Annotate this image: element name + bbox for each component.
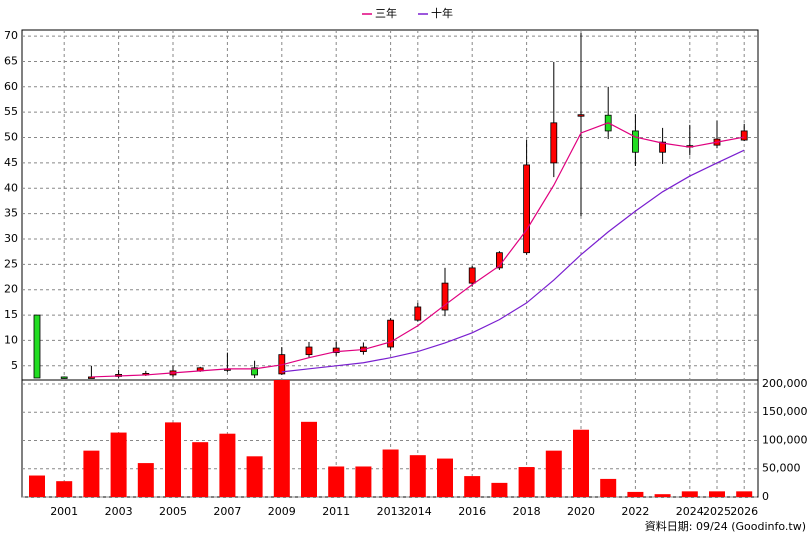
- volume-bar: [382, 449, 399, 497]
- x-tick-label: 2005: [159, 505, 187, 518]
- y-tick-label: 25: [4, 257, 18, 270]
- y-tick-label: 30: [4, 232, 18, 245]
- volume-bar: [137, 463, 154, 497]
- volume-bar: [627, 491, 644, 497]
- average-line: [91, 122, 745, 378]
- x-tick-label: 2001: [50, 505, 78, 518]
- plot-frame: [21, 29, 759, 498]
- candle-body: [495, 252, 503, 269]
- y-tick-label: 15: [4, 308, 18, 321]
- volume-bar: [246, 456, 263, 497]
- candle-body: [414, 306, 422, 321]
- volume-bar: [192, 442, 209, 497]
- volume-bar: [681, 491, 698, 497]
- y-tick-label: 35: [4, 207, 18, 220]
- candle-body: [550, 122, 558, 164]
- candle-body: [251, 367, 259, 376]
- volume-bar: [219, 433, 236, 497]
- volume-bar: [355, 466, 372, 497]
- x-tick-label: 2007: [213, 505, 241, 518]
- y2-tick-label: 150,000: [762, 405, 808, 418]
- x-tick-label: 2025: [703, 505, 731, 518]
- y-tick-label: 45: [4, 156, 18, 169]
- x-tick-label: 2009: [268, 505, 296, 518]
- y-tick-label: 5: [11, 359, 18, 372]
- y2-tick-label: 0: [762, 490, 769, 503]
- y2-tick-label: 200,000: [762, 377, 808, 390]
- y-tick-label: 20: [4, 283, 18, 296]
- legend-label: 十年: [431, 6, 453, 20]
- y-tick-label: 55: [4, 105, 18, 118]
- y-tick-label: 50: [4, 131, 18, 144]
- volume-bar: [491, 482, 508, 497]
- volume-bar: [518, 467, 535, 497]
- x-tick-label: 2014: [404, 505, 432, 518]
- candle-body: [632, 130, 639, 153]
- candle-body: [468, 267, 476, 284]
- x-tick-label: 2022: [621, 505, 649, 518]
- volume-bar: [573, 429, 589, 497]
- volume-bar: [600, 478, 617, 497]
- volume-bar: [273, 380, 290, 497]
- candle-body: [441, 282, 449, 311]
- y-tick-label: 40: [4, 181, 18, 194]
- footnote: 資料日期: 09/24 (Goodinfo.tw): [645, 519, 806, 533]
- volume-bar: [437, 458, 453, 497]
- volume-bar: [709, 491, 725, 497]
- x-tick-label: 2011: [322, 505, 350, 518]
- candle-body: [305, 346, 313, 356]
- x-tick-label: 2026: [730, 505, 758, 518]
- x-tick-label: 2013: [377, 505, 405, 518]
- y2-tick-label: 50,000: [762, 462, 801, 475]
- y-tick-label: 60: [4, 80, 18, 93]
- volume-bar: [464, 476, 481, 497]
- candle-body: [60, 376, 68, 379]
- average-line: [281, 149, 745, 373]
- y2-tick-label: 100,000: [762, 433, 808, 446]
- candle-body: [332, 347, 340, 354]
- x-tick-label: 2018: [513, 505, 541, 518]
- volume-bar: [110, 432, 127, 497]
- legend-label: 三年: [375, 6, 397, 20]
- volume-bar: [654, 494, 671, 497]
- volume-bar: [545, 450, 562, 497]
- x-tick-label: 2024: [676, 505, 704, 518]
- candle-body: [387, 319, 395, 348]
- volume-bar: [83, 450, 100, 497]
- candle-body: [577, 114, 585, 117]
- x-tick-label: 2020: [567, 505, 595, 518]
- y-tick-label: 70: [4, 29, 18, 42]
- y-tick-label: 65: [4, 54, 18, 67]
- volume-bar: [736, 491, 753, 497]
- volume-bar: [56, 481, 73, 497]
- volume-bar: [301, 421, 317, 497]
- y-tick-label: 10: [4, 333, 18, 346]
- candle-body: [740, 130, 748, 141]
- candle-body: [523, 164, 530, 254]
- volume-bar: [409, 455, 426, 497]
- x-tick-label: 2003: [105, 505, 133, 518]
- volume-bar: [328, 466, 345, 497]
- x-tick-label: 2016: [458, 505, 486, 518]
- volume-bar: [29, 475, 45, 497]
- candle-body: [33, 314, 41, 379]
- candle-body: [659, 141, 666, 153]
- volume-bar: [165, 422, 181, 497]
